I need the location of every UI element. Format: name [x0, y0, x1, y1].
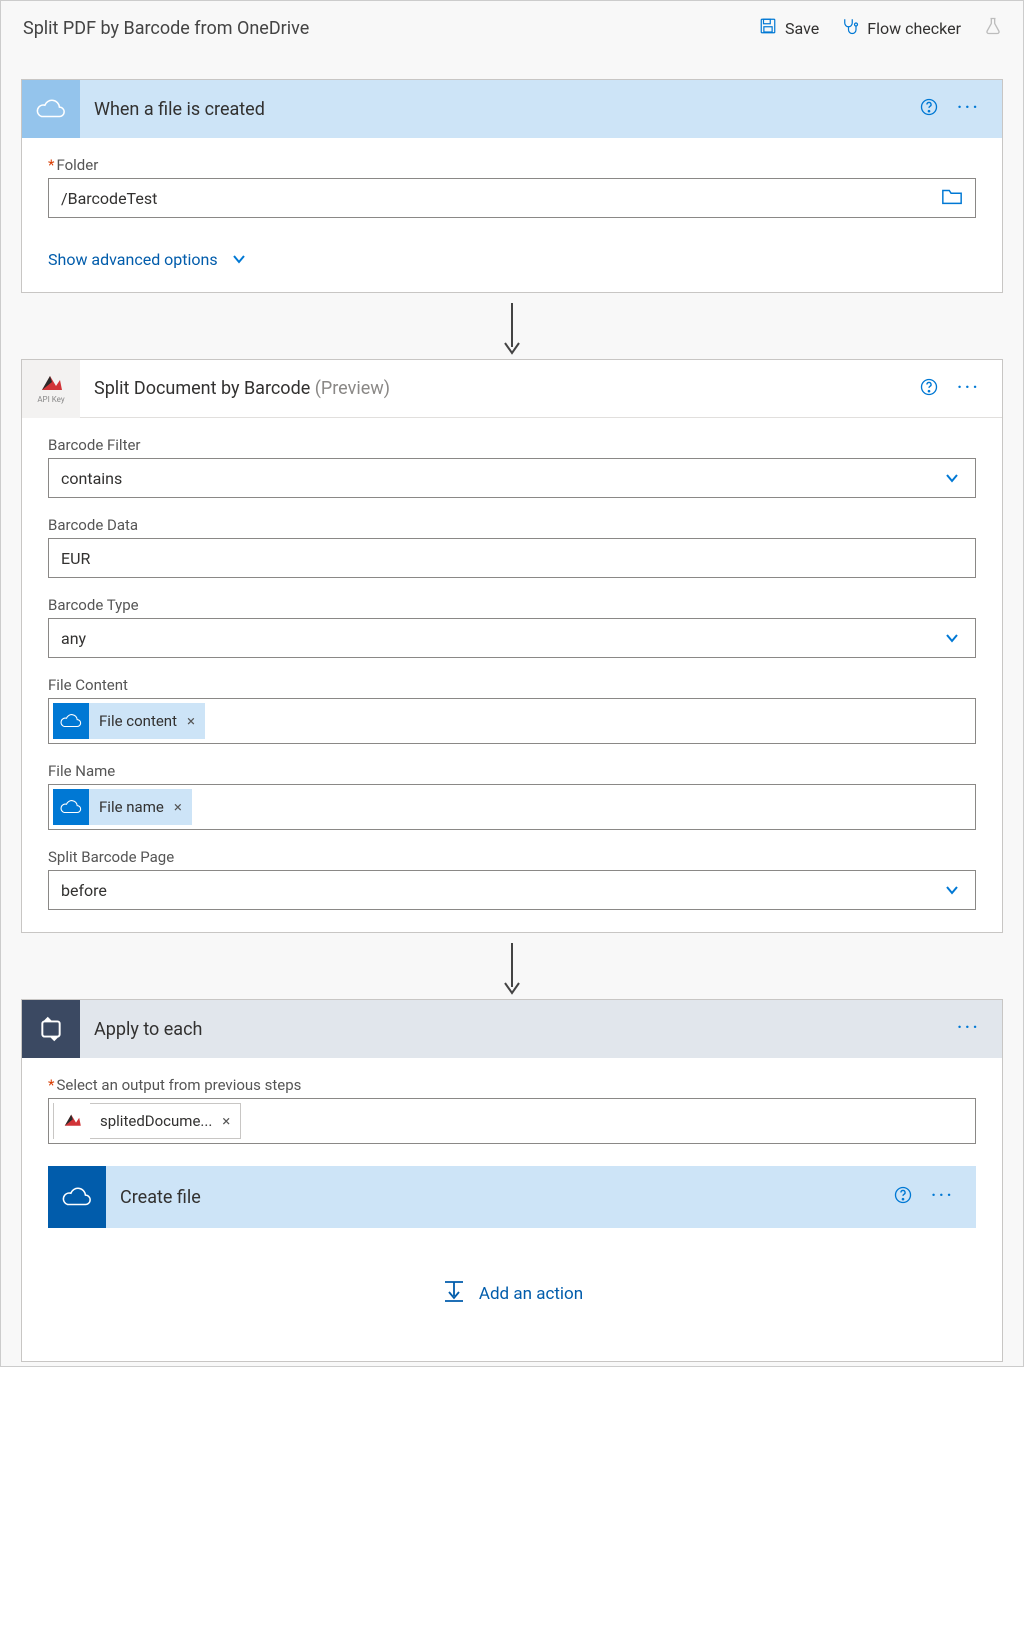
save-icon: [759, 17, 777, 39]
flask-icon[interactable]: [983, 16, 1003, 40]
folder-label: Folder: [48, 156, 976, 174]
onedrive-icon: [22, 80, 80, 138]
add-action-icon: [441, 1278, 467, 1309]
trigger-header[interactable]: When a file is created ···: [22, 80, 1002, 138]
create-file-title: Create file: [106, 1187, 893, 1208]
token-label: File content: [99, 712, 177, 730]
chevron-down-icon: [941, 627, 963, 649]
cloud-icon: [53, 789, 89, 825]
apikey-icon: [54, 1103, 90, 1139]
barcode-type-select[interactable]: any: [48, 618, 976, 658]
file-content-input[interactable]: File content ×: [48, 698, 976, 744]
help-icon[interactable]: [919, 97, 939, 121]
select-output-input[interactable]: splitedDocume... ×: [48, 1098, 976, 1144]
loop-icon: [22, 1000, 80, 1058]
split-page-label: Split Barcode Page: [48, 848, 976, 866]
action-split-card: API Key Split Document by Barcode (Previ…: [21, 359, 1003, 933]
split-title: Split Document by Barcode (Preview): [80, 378, 919, 399]
barcode-filter-value: contains: [61, 469, 941, 488]
help-icon[interactable]: [919, 377, 939, 401]
save-button[interactable]: Save: [759, 17, 819, 39]
apply-header[interactable]: Apply to each ···: [22, 1000, 1002, 1058]
connector-arrow: [1, 293, 1023, 359]
flow-title: Split PDF by Barcode from OneDrive: [23, 18, 759, 39]
show-advanced-options[interactable]: Show advanced options: [48, 248, 250, 270]
stethoscope-icon: [841, 17, 859, 39]
split-page-select[interactable]: before: [48, 870, 976, 910]
trigger-title: When a file is created: [80, 99, 919, 120]
split-page-value: before: [61, 881, 941, 900]
file-name-token[interactable]: File name ×: [53, 789, 192, 825]
split-title-text: Split Document by Barcode: [94, 378, 310, 399]
barcode-filter-select[interactable]: contains: [48, 458, 976, 498]
select-output-label: Select an output from previous steps: [48, 1076, 976, 1094]
folder-input[interactable]: /BarcodeTest: [48, 178, 976, 218]
token-remove-icon[interactable]: ×: [222, 1112, 230, 1130]
file-name-label: File Name: [48, 762, 976, 780]
apikey-icon: API Key: [22, 360, 80, 418]
more-menu-icon[interactable]: ···: [957, 98, 980, 120]
flow-checker-label: Flow checker: [867, 19, 961, 38]
apply-to-each-card: Apply to each ··· Select an output from …: [21, 999, 1003, 1362]
barcode-type-value: any: [61, 629, 941, 648]
more-menu-icon[interactable]: ···: [957, 1018, 980, 1040]
top-toolbar: Split PDF by Barcode from OneDrive Save …: [1, 1, 1023, 55]
barcode-data-input[interactable]: EUR: [48, 538, 976, 578]
flow-checker-button[interactable]: Flow checker: [841, 17, 961, 39]
connector-arrow: [1, 933, 1023, 999]
file-content-token[interactable]: File content ×: [53, 703, 205, 739]
help-icon[interactable]: [893, 1185, 913, 1209]
create-file-card[interactable]: Create file ···: [48, 1166, 976, 1228]
token-remove-icon[interactable]: ×: [174, 798, 182, 816]
trigger-card: When a file is created ··· Folder /Barco…: [21, 79, 1003, 293]
barcode-data-value: EUR: [61, 549, 963, 568]
save-label: Save: [785, 19, 819, 38]
barcode-type-label: Barcode Type: [48, 596, 976, 614]
toolbar-actions: Save Flow checker: [759, 16, 1003, 40]
more-menu-icon[interactable]: ···: [931, 1186, 954, 1208]
barcode-filter-label: Barcode Filter: [48, 436, 976, 454]
split-header[interactable]: API Key Split Document by Barcode (Previ…: [22, 360, 1002, 418]
cloud-icon: [53, 703, 89, 739]
flow-designer-canvas: Split PDF by Barcode from OneDrive Save …: [0, 0, 1024, 1367]
splited-documents-token[interactable]: splitedDocume... ×: [53, 1103, 241, 1139]
onedrive-icon: [48, 1166, 106, 1228]
chevron-down-icon: [941, 879, 963, 901]
chevron-down-icon: [228, 248, 250, 270]
folder-value: /BarcodeTest: [61, 189, 941, 208]
add-action-button[interactable]: Add an action: [48, 1228, 976, 1339]
apply-title: Apply to each: [80, 1019, 957, 1040]
advanced-label: Show advanced options: [48, 250, 218, 269]
preview-badge: (Preview): [315, 378, 390, 399]
token-remove-icon[interactable]: ×: [187, 712, 195, 730]
file-content-label: File Content: [48, 676, 976, 694]
chevron-down-icon: [941, 467, 963, 489]
barcode-data-label: Barcode Data: [48, 516, 976, 534]
more-menu-icon[interactable]: ···: [957, 378, 980, 400]
file-name-input[interactable]: File name ×: [48, 784, 976, 830]
add-action-label: Add an action: [479, 1284, 583, 1304]
folder-picker-icon[interactable]: [941, 186, 963, 210]
token-label: File name: [99, 798, 164, 816]
token-label: splitedDocume...: [100, 1112, 212, 1130]
